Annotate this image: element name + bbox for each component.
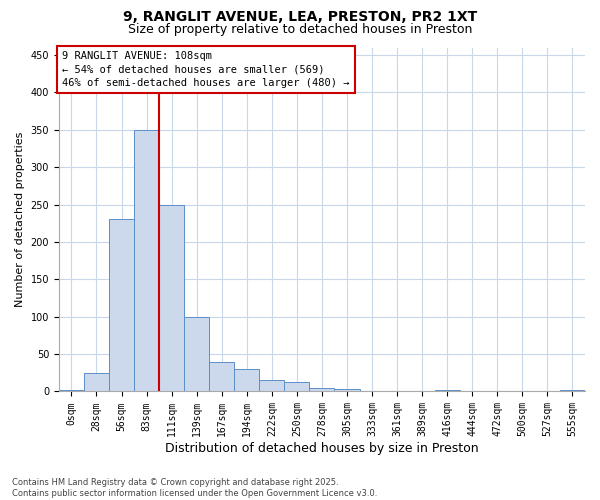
Text: 9, RANGLIT AVENUE, LEA, PRESTON, PR2 1XT: 9, RANGLIT AVENUE, LEA, PRESTON, PR2 1XT [123, 10, 477, 24]
Title: 9, RANGLIT AVENUE, LEA, PRESTON, PR2 1XT: 9, RANGLIT AVENUE, LEA, PRESTON, PR2 1XT [0, 499, 1, 500]
Bar [234, 369, 259, 392]
Bar [159, 204, 184, 392]
Bar [84, 373, 109, 392]
Bar [310, 388, 334, 392]
Bar [59, 390, 84, 392]
Bar [334, 389, 359, 392]
X-axis label: Distribution of detached houses by size in Preston: Distribution of detached houses by size … [165, 442, 479, 455]
Bar [184, 316, 209, 392]
Bar [434, 390, 460, 392]
Bar [560, 390, 585, 392]
Text: Size of property relative to detached houses in Preston: Size of property relative to detached ho… [128, 22, 472, 36]
Y-axis label: Number of detached properties: Number of detached properties [15, 132, 25, 307]
Text: 9 RANGLIT AVENUE: 108sqm
← 54% of detached houses are smaller (569)
46% of semi-: 9 RANGLIT AVENUE: 108sqm ← 54% of detach… [62, 51, 349, 88]
Bar [259, 380, 284, 392]
Text: Contains HM Land Registry data © Crown copyright and database right 2025.
Contai: Contains HM Land Registry data © Crown c… [12, 478, 377, 498]
Bar [284, 382, 310, 392]
Bar [134, 130, 159, 392]
Bar [109, 220, 134, 392]
Bar [209, 362, 234, 392]
